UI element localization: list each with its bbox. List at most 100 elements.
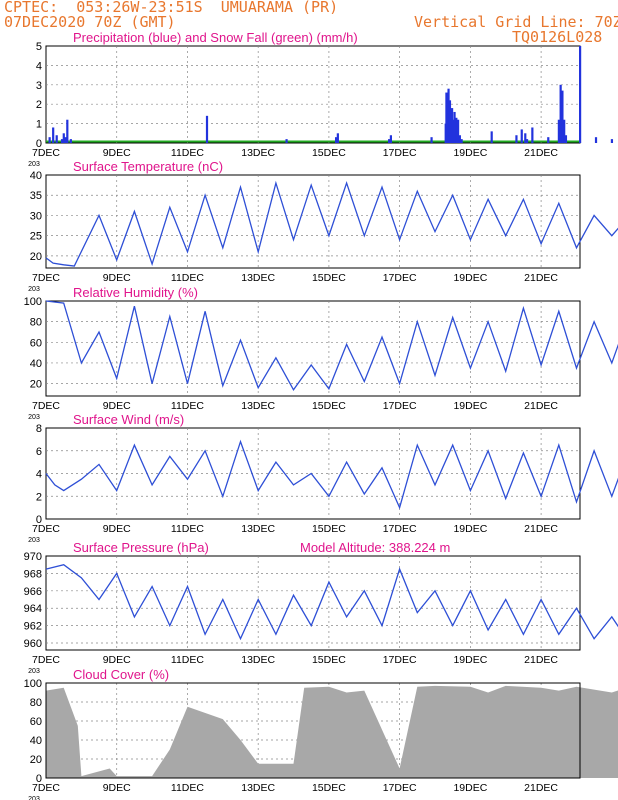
y-tick-label: 4 (36, 60, 42, 72)
x-tick-label: 15DEC (312, 782, 346, 794)
panel-subtitle: Model Altitude: 388.224 m (300, 540, 450, 555)
x-tick-label: 11DEC (171, 400, 204, 412)
y-tick-label: 20 (30, 754, 42, 766)
panel-pres: 960 962 964 966 968 970 7DEC 9DEC 11DEC 13DEC 15DE… (24, 540, 618, 675)
panel-title: Precipitation (blue) and Snow Fall (gree… (73, 30, 358, 45)
precip-bar (594, 137, 598, 143)
precip-bar (531, 127, 534, 143)
x-tick-label: 17DEC (383, 523, 417, 535)
precip-bar (561, 90, 564, 143)
x-tick-label: 19DEC (453, 272, 487, 284)
wind-series-line (45, 439, 618, 510)
precip-bar (389, 135, 393, 143)
precip-bar (205, 115, 209, 143)
x-tick-label: 15DEC (312, 272, 346, 284)
y-tick-label: 100 (24, 296, 42, 308)
x-tick-label: 13DEC (241, 272, 275, 284)
x-minor-label: 203 (28, 668, 40, 675)
precip-bar (559, 84, 562, 143)
x-tick-label: 21DEC (524, 147, 558, 159)
precip-bar (48, 137, 51, 143)
precip-bar (334, 137, 338, 143)
precip-bar (490, 131, 493, 143)
station-title: CPTEC: 053:26W-23:51S UMUARAMA (PR) (4, 0, 339, 16)
x-tick-label: 21DEC (524, 654, 558, 666)
x-tick-label: 15DEC (312, 147, 346, 159)
x-tick-label: 9DEC (103, 654, 131, 666)
y-tick-label: 40 (30, 170, 42, 182)
pres-series-line (45, 563, 618, 641)
y-tick-label: 80 (30, 697, 42, 709)
x-tick-label: 9DEC (103, 147, 131, 159)
y-tick-label: 3 (36, 80, 42, 92)
precip-bar (285, 139, 288, 143)
x-tick-label: 9DEC (103, 782, 131, 794)
precip-bar (525, 139, 529, 143)
x-tick-label: 17DEC (383, 400, 417, 412)
precip-bar (460, 139, 463, 143)
x-tick-label: 9DEC (103, 272, 131, 284)
panel-title: Surface Temperature (nC) (73, 159, 223, 174)
panel-wind: 0 2 4 6 8 7DEC 9DEC 11DEC 13DEC 15DEC 17DEC 19DEC 21… (28, 412, 618, 544)
x-tick-label: 21DEC (524, 523, 558, 535)
precip-bar (456, 119, 460, 143)
x-tick-label: 7DEC (32, 147, 60, 159)
x-tick-label: 19DEC (453, 654, 487, 666)
rh-series-line (45, 300, 618, 392)
y-tick-label: 40 (30, 358, 42, 370)
y-tick-label: 40 (30, 735, 42, 747)
y-tick-label: 25 (30, 231, 42, 243)
y-tick-label: 968 (24, 568, 42, 580)
precip-bar (448, 100, 452, 143)
x-tick-label: 17DEC (383, 654, 417, 666)
x-tick-label: 21DEC (524, 272, 558, 284)
precip-bar (60, 139, 64, 143)
precip-bar (430, 137, 433, 143)
x-tick-label: 11DEC (171, 272, 204, 284)
x-tick-label: 21DEC (524, 400, 558, 412)
precip-bar (515, 135, 518, 143)
x-tick-label: 19DEC (453, 400, 487, 412)
precip-bar (66, 119, 69, 143)
panel-title: Relative Humidity (%) (73, 285, 198, 300)
y-tick-label: 60 (30, 716, 42, 728)
precip-bar (55, 135, 58, 143)
y-tick-label: 2 (36, 491, 42, 503)
x-minor-label: 203 (28, 286, 40, 293)
precip-bar (563, 119, 566, 143)
y-tick-label: 962 (24, 621, 42, 633)
x-tick-label: 19DEC (453, 782, 487, 794)
precip-bar (557, 119, 560, 143)
precip-bar (547, 137, 550, 143)
y-tick-label: 5 (36, 41, 42, 53)
x-minor-label: 203 (28, 161, 40, 168)
x-tick-label: 15DEC (312, 523, 346, 535)
x-tick-label: 7DEC (32, 654, 60, 666)
precip-bar (69, 139, 72, 143)
x-tick-label: 9DEC (103, 400, 131, 412)
x-tick-label: 9DEC (103, 523, 131, 535)
x-tick-label: 19DEC (453, 147, 487, 159)
model-code: TQ0126L028 (512, 28, 603, 46)
y-tick-label: 0 (36, 138, 42, 150)
precip-bar (610, 139, 614, 143)
x-tick-label: 13DEC (241, 147, 275, 159)
panel-title: Cloud Cover (%) (73, 667, 169, 682)
precip-bar (388, 139, 391, 143)
panel-title: Surface Wind (m/s) (73, 412, 184, 427)
panel-title: Surface Pressure (hPa) (73, 540, 209, 555)
x-tick-label: 17DEC (383, 147, 417, 159)
y-tick-label: 100 (24, 678, 42, 690)
x-tick-label: 13DEC (241, 654, 275, 666)
x-tick-label: 7DEC (32, 400, 60, 412)
precip-bar (564, 135, 568, 143)
x-tick-label: 17DEC (383, 272, 417, 284)
y-tick-label: 30 (30, 210, 42, 222)
y-tick-label: 60 (30, 337, 42, 349)
x-tick-label: 13DEC (241, 400, 275, 412)
y-tick-label: 0 (36, 773, 42, 785)
x-tick-label: 7DEC (32, 523, 60, 535)
precip-bar (453, 111, 456, 143)
run-date: 07DEC2020 70Z (GMT) (4, 13, 176, 31)
